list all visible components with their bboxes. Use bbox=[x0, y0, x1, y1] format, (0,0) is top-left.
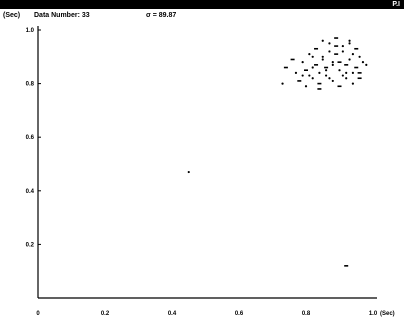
data-point bbox=[351, 71, 354, 74]
y-tick-label: 1.0 bbox=[26, 28, 35, 34]
data-point bbox=[304, 85, 308, 88]
data-point bbox=[325, 74, 328, 77]
x-tick-label: 1.0 bbox=[369, 311, 378, 317]
data-point bbox=[328, 50, 331, 53]
y-axis-unit-label: (Sec) bbox=[3, 12, 21, 19]
system-menu-button[interactable]: P.I bbox=[392, 1, 400, 8]
data-point bbox=[294, 71, 298, 74]
data-point bbox=[345, 71, 348, 74]
sigma-label: σ = 89.87 bbox=[146, 12, 177, 19]
data-point bbox=[325, 69, 328, 72]
data-point bbox=[328, 42, 331, 45]
data-point bbox=[317, 88, 322, 90]
data-point bbox=[317, 82, 322, 85]
data-point bbox=[301, 74, 304, 77]
x-tick-label: 0.8 bbox=[302, 311, 311, 317]
data-point bbox=[365, 63, 368, 66]
data-point bbox=[348, 39, 351, 42]
data-point bbox=[301, 61, 304, 64]
data-point bbox=[338, 69, 341, 72]
data-point bbox=[311, 77, 314, 80]
data-point bbox=[334, 45, 339, 47]
data-point bbox=[311, 55, 314, 58]
y-tick-label: 0.4 bbox=[26, 189, 35, 195]
data-point bbox=[357, 77, 362, 80]
data-point bbox=[187, 170, 190, 174]
data-point bbox=[345, 77, 348, 80]
data-point bbox=[324, 66, 329, 69]
data-point bbox=[297, 80, 302, 82]
data-point bbox=[341, 44, 344, 48]
data-point bbox=[331, 63, 334, 66]
y-tick-label: 0.8 bbox=[26, 82, 35, 88]
data-point bbox=[341, 50, 344, 53]
data-point bbox=[348, 58, 351, 61]
chart-ticks: 0 0.2 0.4 0.6 0.8 1.0 0.2 0.4 0.6 0.8 1.0 bbox=[26, 28, 378, 317]
data-point bbox=[331, 79, 334, 83]
chart-points bbox=[187, 37, 368, 267]
x-tick-label: 0 bbox=[36, 311, 40, 317]
data-point bbox=[361, 61, 365, 64]
data-point bbox=[337, 85, 342, 88]
data-point bbox=[341, 74, 344, 77]
data-point bbox=[328, 77, 331, 80]
chart-axes bbox=[37, 26, 377, 299]
data-point bbox=[308, 74, 311, 77]
data-point bbox=[331, 61, 334, 64]
data-point bbox=[283, 66, 288, 69]
data-point bbox=[304, 69, 308, 71]
y-tick-label: 0.6 bbox=[26, 135, 35, 141]
data-point bbox=[321, 58, 324, 61]
data-point bbox=[348, 42, 351, 45]
window-titlebar: P.I bbox=[0, 0, 404, 9]
data-point bbox=[351, 82, 354, 85]
data-point bbox=[337, 61, 342, 63]
data-point bbox=[281, 82, 284, 85]
data-point bbox=[354, 47, 359, 50]
data-point bbox=[290, 58, 295, 61]
data-point bbox=[314, 64, 319, 66]
x-tick-label: 0.2 bbox=[101, 311, 110, 317]
data-point bbox=[344, 64, 349, 66]
data-point bbox=[308, 53, 311, 56]
data-point bbox=[354, 66, 359, 69]
data-number-label: Data Number: 33 bbox=[34, 12, 90, 19]
data-point bbox=[334, 37, 339, 39]
data-point bbox=[321, 55, 324, 58]
data-point bbox=[351, 53, 354, 56]
x-tick-label: 0.4 bbox=[168, 311, 177, 317]
y-tick-label: 0.2 bbox=[26, 242, 35, 248]
x-tick-label: 0.6 bbox=[235, 311, 244, 317]
data-point bbox=[311, 66, 314, 69]
data-point bbox=[318, 71, 321, 74]
x-axis-unit-label: (Sec) bbox=[380, 311, 395, 317]
data-point bbox=[344, 265, 349, 267]
data-point bbox=[334, 53, 339, 55]
data-point bbox=[321, 39, 324, 42]
data-point bbox=[357, 72, 362, 74]
chart-header: (Sec) Data Number: 33 σ = 89.87 bbox=[0, 10, 404, 22]
data-point bbox=[358, 55, 361, 58]
data-point bbox=[314, 47, 319, 50]
